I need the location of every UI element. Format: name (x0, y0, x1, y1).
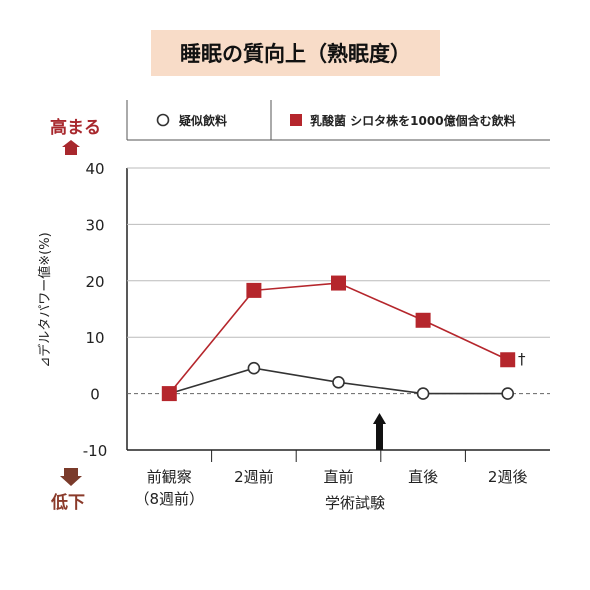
series-group (161, 275, 516, 402)
x-category-label: 前観察 (147, 468, 192, 486)
significance-dagger: † (518, 350, 526, 368)
x-category-label: 2週後 (488, 468, 528, 486)
y-axis-label: ⊿デルタパワー値※(%) (37, 232, 53, 367)
legend-label-shirota: 乳酸菌 シロタ株を1000億個含む飲料 (310, 113, 516, 128)
down-arrow-icon (60, 468, 82, 486)
x-category-label: 直前 (323, 468, 353, 486)
y-tick-labels: 40 30 20 10 0 -10 (83, 160, 108, 460)
legend: 疑似飲料 乳酸菌 シロタ株を1000億個含む飲料 (126, 100, 550, 141)
y-tick-label: 10 (85, 329, 104, 347)
data-point-placebo (332, 376, 345, 389)
bottom-label: 低下 (50, 492, 85, 513)
legend-label-placebo: 疑似飲料 (179, 113, 227, 128)
data-point-placebo (247, 361, 261, 375)
up-arrow-icon (62, 140, 80, 155)
x-category-sublabel: （8週前） (135, 490, 205, 508)
exam-arrow-shaft (376, 423, 383, 450)
data-point-placebo (416, 387, 430, 400)
chart-title: 睡眠の質向上（熟眠度） (151, 30, 440, 76)
x-axis-label: 学術試験 (325, 494, 385, 512)
data-point-placebo (501, 387, 515, 400)
data-point-shirota (246, 282, 262, 298)
data-point-shirota (415, 312, 431, 328)
legend-circle-icon (156, 113, 170, 127)
legend-square-icon (290, 114, 302, 126)
y-tick-label: 20 (85, 273, 104, 291)
top-label: 高まる (50, 117, 101, 138)
y-tick-label: 30 (85, 216, 104, 234)
data-point-shirota (161, 386, 177, 402)
y-tick-label: -10 (83, 442, 108, 460)
x-category-labels: 前観察 （8週前） 2週前 直前 直後 2週後 (135, 450, 528, 508)
x-category-label: 直後 (408, 468, 438, 486)
data-point-shirota (500, 352, 516, 368)
y-tick-label: 0 (90, 386, 100, 404)
x-category-label: 2週前 (234, 468, 274, 486)
y-tick-label: 40 (85, 160, 104, 178)
exam-arrow-icon (373, 413, 386, 424)
data-point-shirota (331, 275, 346, 291)
